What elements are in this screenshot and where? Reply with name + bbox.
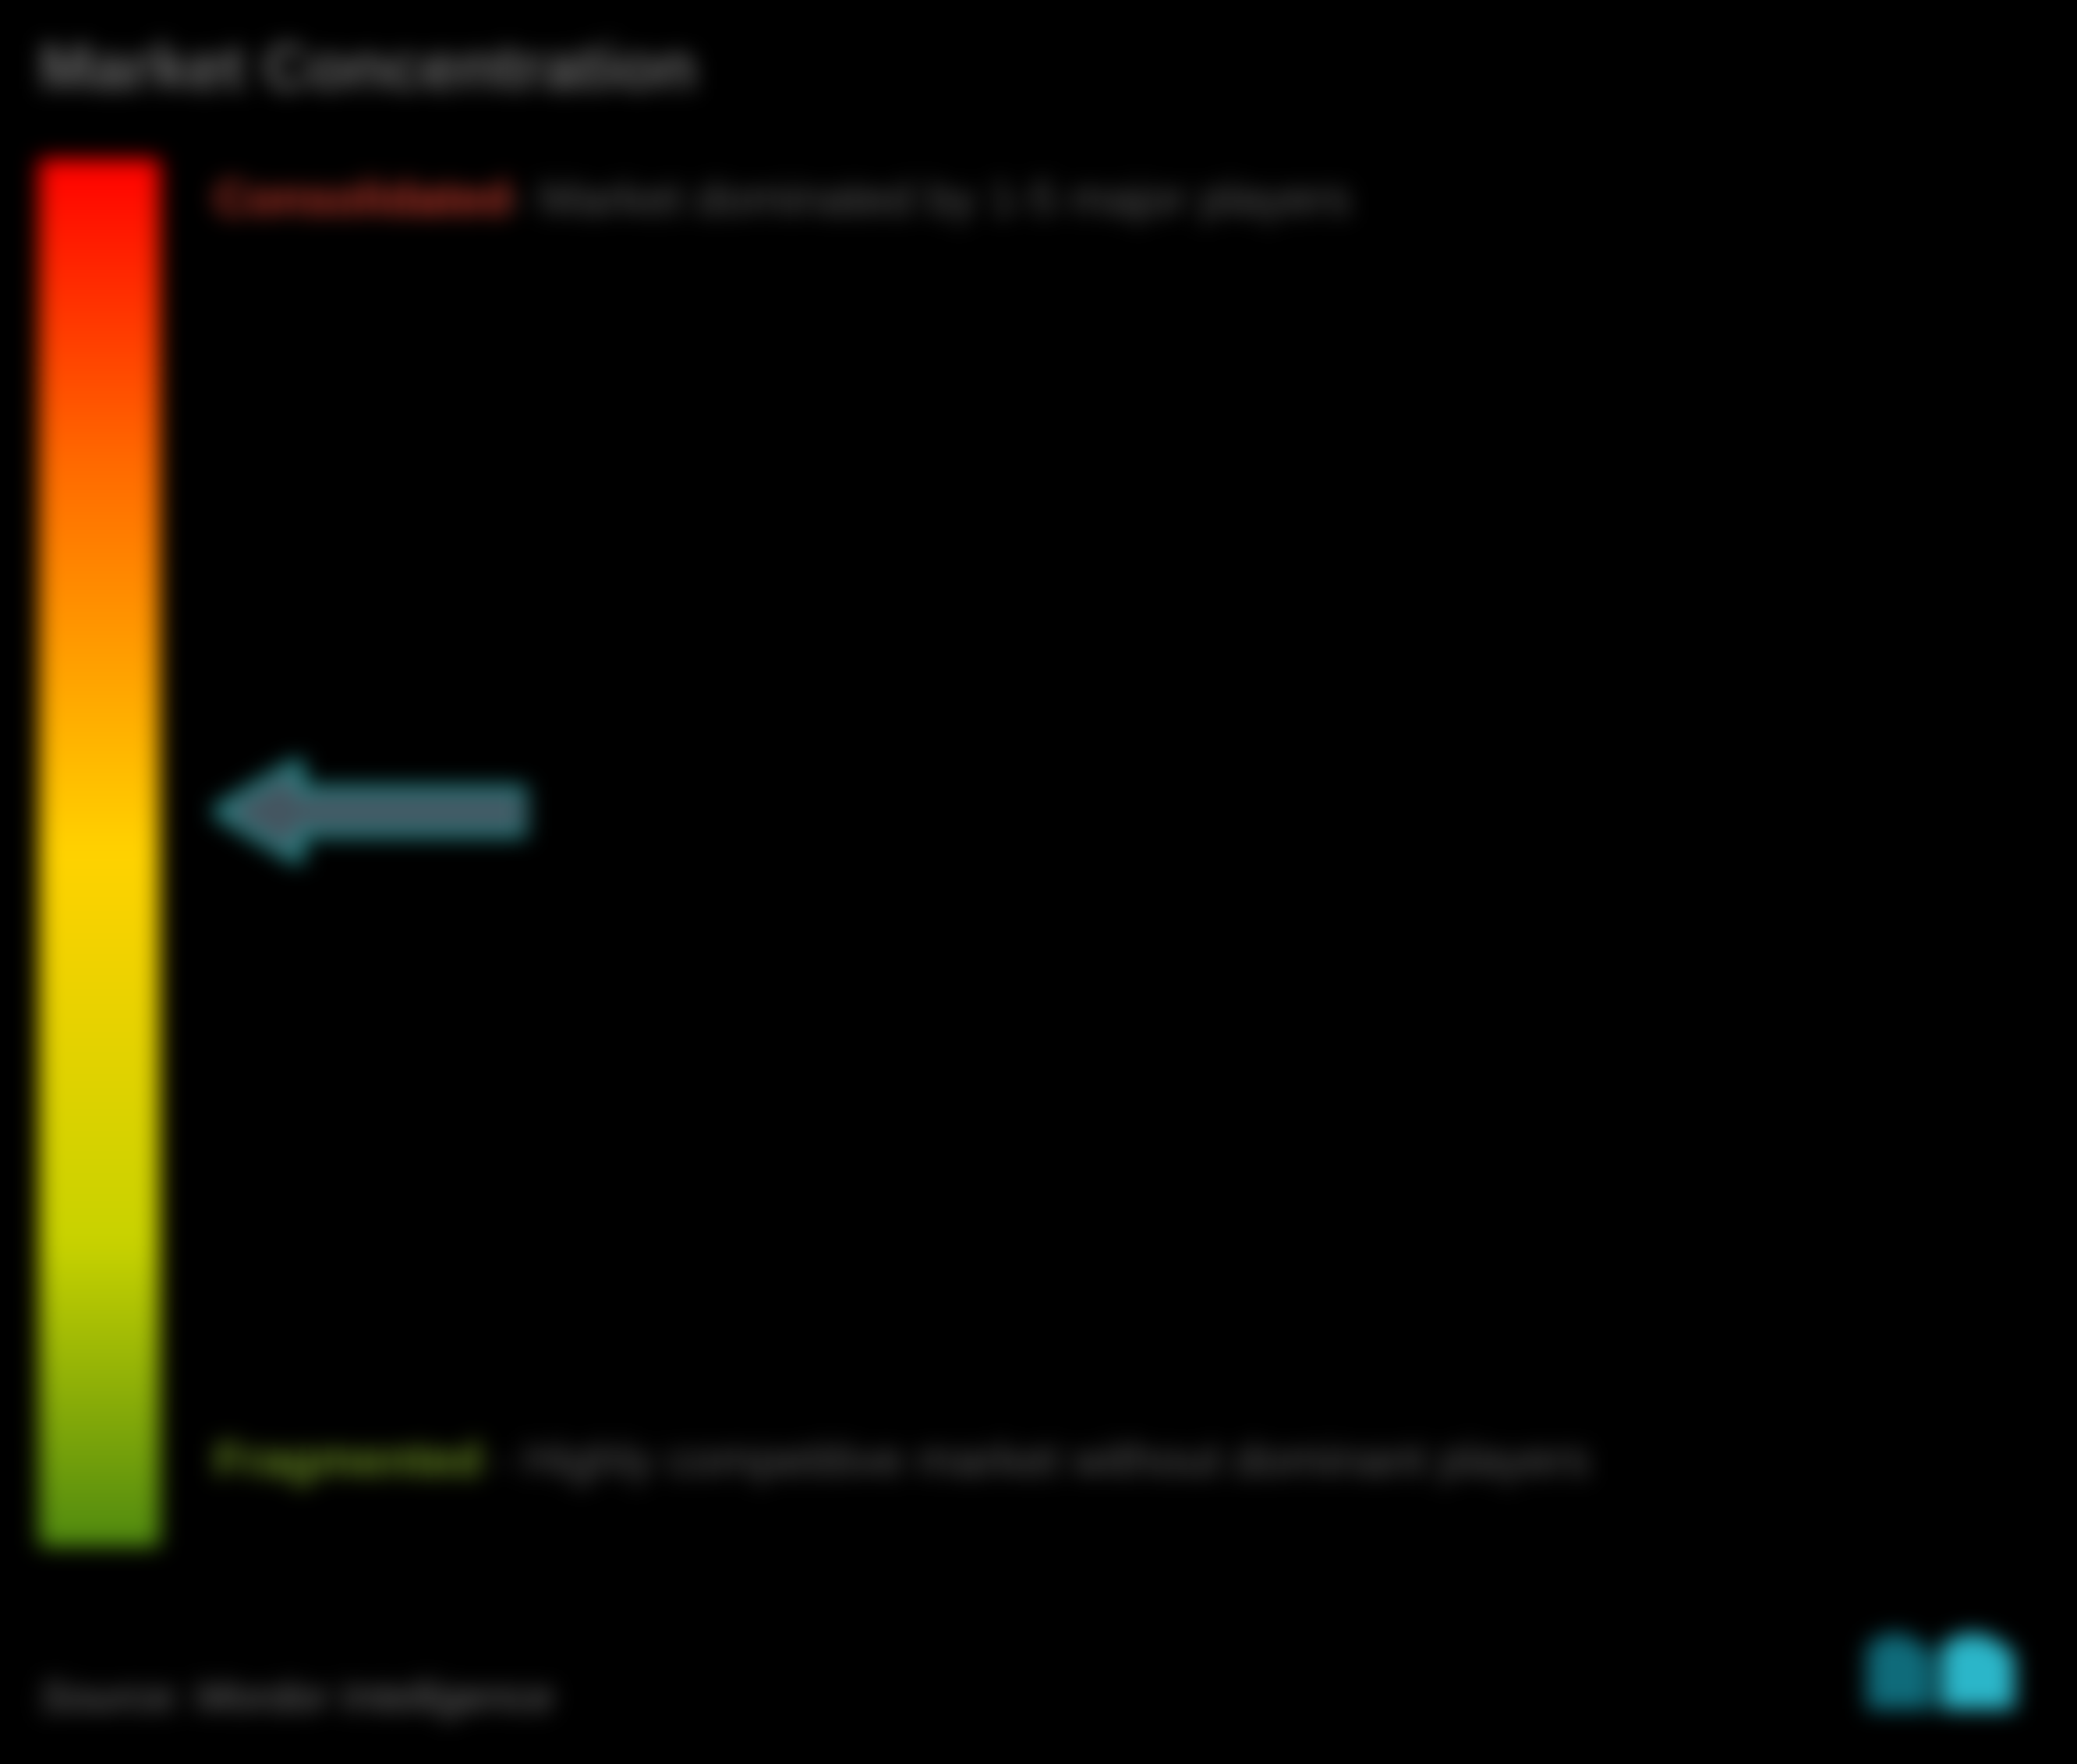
fragmented-keyword: Fragmented	[214, 1433, 482, 1486]
consolidated-description: - Market dominated by 1-5 major players	[511, 172, 1350, 224]
consolidated-label: Consolidated- Market dominated by 1-5 ma…	[214, 159, 1991, 239]
labels-area: Consolidated- Market dominated by 1-5 ma…	[214, 159, 2038, 1547]
fragmented-label: Fragmented - Highly competitive market w…	[214, 1420, 1991, 1500]
chart-title: Market Concentration	[39, 31, 2038, 104]
concentration-gradient-bar	[39, 159, 160, 1547]
fragmented-description: - Highly competitive market without domi…	[482, 1433, 1590, 1486]
consolidated-keyword: Consolidated	[214, 172, 511, 224]
brand-logo	[1866, 1624, 2015, 1709]
arrow-icon	[214, 761, 526, 862]
indicator-arrow	[214, 761, 526, 862]
logo-icon	[1866, 1624, 2015, 1709]
source-attribution: Source: Mordor Intelligence	[39, 1673, 554, 1721]
chart-content: Consolidated- Market dominated by 1-5 ma…	[39, 159, 2038, 1547]
